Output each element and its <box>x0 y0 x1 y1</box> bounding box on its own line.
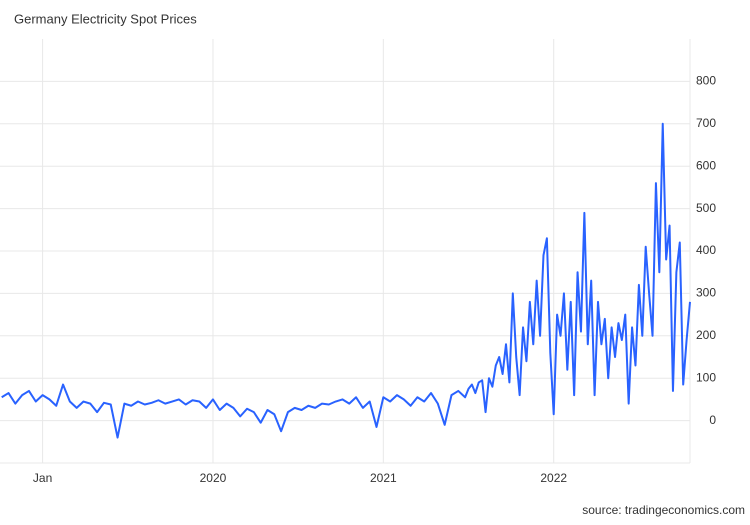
x-tick-label: 2022 <box>540 471 567 485</box>
series-line <box>1 122 691 439</box>
y-tick-label: 700 <box>696 116 716 130</box>
x-tick-label: 2021 <box>370 471 397 485</box>
y-tick-label: 800 <box>696 74 716 88</box>
y-tick-label: 300 <box>696 286 716 300</box>
x-tick-label: Jan <box>33 471 52 485</box>
y-tick-label: 400 <box>696 243 716 257</box>
source-note: source: tradingeconomics.com <box>582 503 745 517</box>
y-tick-label: 100 <box>696 370 716 384</box>
y-tick-label: 600 <box>696 158 716 172</box>
y-tick-label: 0 <box>709 413 716 427</box>
y-tick-label: 500 <box>696 201 716 215</box>
x-tick-label: 2020 <box>200 471 227 485</box>
y-tick-label: 200 <box>696 328 716 342</box>
chart-title: Germany Electricity Spot Prices <box>14 11 197 26</box>
